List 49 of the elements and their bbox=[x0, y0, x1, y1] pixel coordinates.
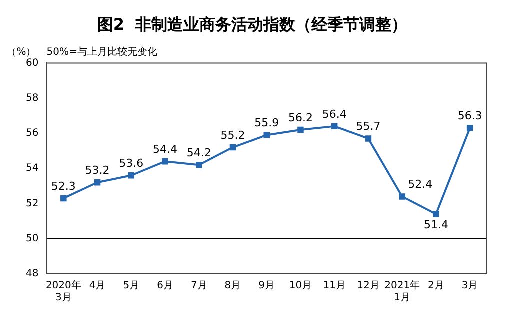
x-tick-label: 2月 bbox=[428, 280, 444, 292]
data-label: 53.6 bbox=[119, 156, 144, 170]
data-label: 56.2 bbox=[288, 111, 313, 124]
point bbox=[331, 123, 338, 130]
x-tick-label: 2021年 1月 bbox=[384, 280, 420, 304]
data-label: 51.4 bbox=[424, 218, 448, 232]
data-label: 52.3 bbox=[51, 180, 76, 193]
y-tick-label: 54 bbox=[26, 163, 39, 174]
y-tick-label: 52 bbox=[26, 198, 39, 210]
data-label: 55.7 bbox=[356, 120, 381, 134]
x-tick-label: 12月 bbox=[357, 280, 380, 292]
x-tick-label: 10月 bbox=[289, 280, 312, 292]
chart-title: 图2 非制造业商务活动指数（经季节调整） bbox=[97, 14, 408, 34]
data-label: 55.2 bbox=[220, 128, 246, 142]
point bbox=[433, 211, 440, 218]
x-tick-label: 3月 bbox=[462, 280, 478, 292]
point bbox=[365, 136, 372, 142]
point bbox=[60, 195, 67, 202]
data-label: 53.2 bbox=[85, 164, 110, 178]
data-label: 52.4 bbox=[408, 178, 433, 192]
y-tick-label: 56 bbox=[26, 128, 39, 140]
point bbox=[298, 126, 304, 134]
x-tick-label: 8月 bbox=[224, 280, 242, 292]
y-tick-label: 48 bbox=[26, 268, 39, 280]
point bbox=[196, 162, 202, 168]
point bbox=[162, 158, 168, 165]
x-tick-label: 7月 bbox=[190, 280, 208, 292]
y-axis-title: （%） bbox=[6, 46, 36, 58]
x-tick-label: 4月 bbox=[89, 280, 106, 292]
point bbox=[264, 132, 270, 138]
x-tick-label: 6月 bbox=[157, 280, 174, 292]
data-label: 55.9 bbox=[254, 116, 280, 130]
x-tick-label: 2020年 3月 bbox=[46, 280, 82, 304]
x-tick-label: 11月 bbox=[323, 280, 346, 292]
x-tick-label: 9月 bbox=[258, 280, 276, 292]
point bbox=[128, 172, 135, 179]
data-label: 54.2 bbox=[186, 146, 212, 160]
point bbox=[466, 125, 474, 132]
data-label: 56.4 bbox=[322, 108, 347, 121]
x-tick-label: 5月 bbox=[123, 280, 140, 292]
point bbox=[230, 144, 236, 151]
y-tick-label: 60 bbox=[26, 58, 39, 69]
data-label: 56.3 bbox=[458, 110, 482, 123]
data-label: 54.4 bbox=[153, 142, 178, 156]
point bbox=[94, 180, 101, 186]
point bbox=[399, 194, 406, 200]
y-tick-label: 58 bbox=[26, 92, 39, 104]
y-tick-label: 50 bbox=[26, 233, 39, 244]
text: 50%=与上月比较无变化 bbox=[46, 46, 158, 58]
